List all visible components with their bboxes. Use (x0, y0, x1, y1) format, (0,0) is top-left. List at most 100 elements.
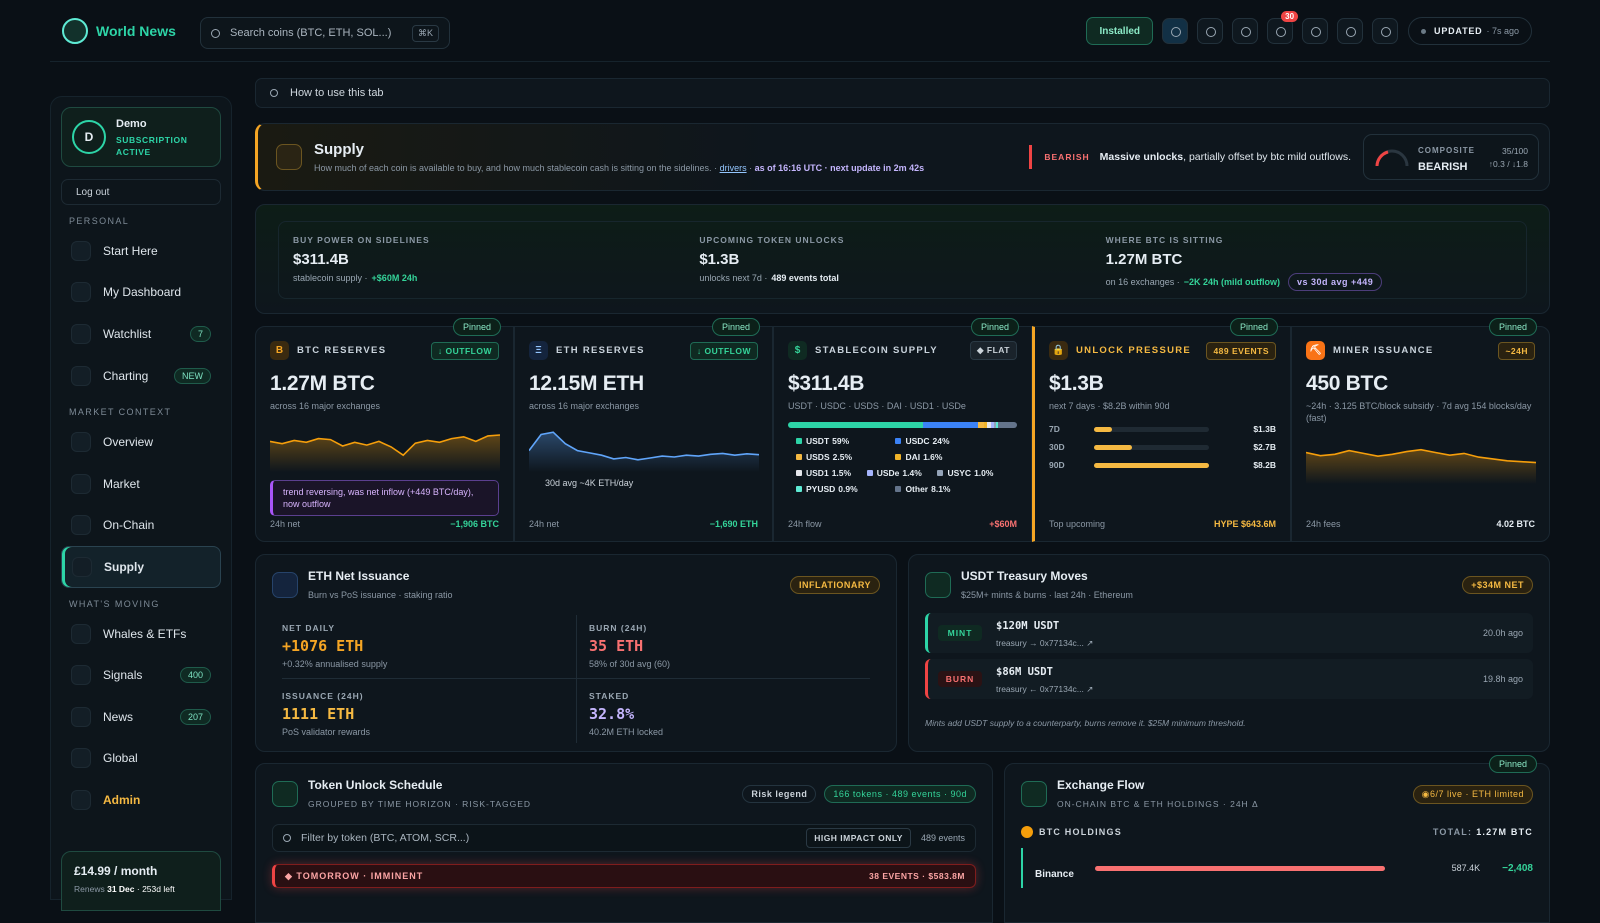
stat-value: 35 ETH (589, 637, 644, 655)
notifications-button[interactable]: 30 (1267, 11, 1299, 44)
filter-bar: Filter by token (BTC, ATOM, SCR...) HIGH … (272, 824, 976, 852)
treasury-move: BURN $86M USDT treasury ← 0x77134c... ↗ 19.… (925, 659, 1533, 699)
nav-label: Start Here (103, 243, 158, 258)
high-impact-toggle[interactable]: HIGH IMPACT ONLY (806, 828, 911, 848)
search[interactable]: Search coins (BTC, ETH, SOL...) ⌘K (200, 17, 450, 49)
card-badge: ↓ OUTFLOW (430, 341, 499, 360)
sound-button[interactable] (1302, 18, 1329, 44)
title-row: USDT Treasury Moves (961, 569, 1133, 583)
nav-item[interactable]: News 207 (61, 696, 221, 738)
card-note-text: trend reversing, was net inflow (+449 BT… (283, 487, 474, 509)
filter-icon (283, 834, 291, 842)
filter-input[interactable]: Filter by token (BTC, ATOM, SCR...) (301, 832, 470, 844)
stat-label: ISSUANCE (24H) (282, 691, 364, 701)
legend-name: USYC (947, 468, 972, 478)
nav-item[interactable]: Global (61, 738, 221, 780)
move-detail[interactable]: treasury ← 0x77134c... ↗ (996, 683, 1094, 694)
brand: World News (96, 23, 176, 39)
score-change: ↑0.3 / ↓1.8 (1488, 158, 1528, 169)
nav-item[interactable]: Watchlist 7 (61, 313, 221, 355)
nav-badge: NEW (174, 367, 211, 384)
footer-value: 4.02 BTC (1496, 519, 1535, 529)
stack-segment (987, 422, 991, 428)
exchange-holding: 587.4K (1451, 863, 1481, 873)
risk-legend-button[interactable]: Risk legend (742, 785, 817, 803)
unlock-bar (1094, 444, 1132, 450)
pinned-button[interactable]: Pinned (711, 318, 760, 336)
exchange-bar (1095, 865, 1385, 871)
panel-header: ETH Net Issuance Burn vs PoS issuance · s… (272, 569, 880, 601)
legend-value: 24% (932, 436, 950, 446)
nav-item[interactable]: Supply (61, 546, 221, 588)
nav-item[interactable]: Start Here (61, 230, 221, 272)
help-button[interactable] (1232, 18, 1259, 44)
pinned-button[interactable]: Pinned (1229, 318, 1278, 336)
logout-icon-button[interactable] (1372, 18, 1399, 44)
nav-item[interactable]: Charting NEW (61, 355, 221, 397)
nav-item[interactable]: My Dashboard (61, 272, 221, 314)
telegram-button[interactable] (1162, 18, 1189, 44)
exchange-name: Binance (1035, 868, 1074, 880)
composite-value-row: BEARISH (1418, 159, 1475, 173)
drivers-link[interactable]: drivers (719, 163, 747, 173)
stack-segment (978, 422, 984, 428)
legend-name: USD1 (806, 468, 829, 478)
summary-pill: vs 30d avg +449 (1287, 273, 1383, 291)
card-header: Ξ ETH RESERVES ↓ OUTFLOW (529, 341, 758, 360)
pinned-button[interactable]: Pinned (452, 318, 501, 336)
nav-item[interactable]: Admin (61, 779, 221, 821)
pinned-label: Pinned (721, 322, 750, 332)
nav-item[interactable]: Whales & ETFs (61, 613, 221, 655)
group-header[interactable]: ◆ TOMORROW · IMMINENT 38 EVENTS · $583.8M (272, 864, 976, 888)
user-name-row: Demo (116, 116, 206, 130)
card-value: 450 BTC (1306, 372, 1388, 395)
footer-value: HYPE $643.6M (1213, 519, 1276, 529)
updated-ago: · 7s ago (1486, 26, 1519, 36)
pinned-button[interactable]: Pinned (1488, 755, 1537, 773)
exchange-change: −2,408 (1502, 862, 1533, 874)
move-text: $86M USDT treasury ← 0x77134c... ↗ (996, 664, 1093, 695)
nav-icon (71, 323, 91, 344)
detail-row: treasury → 0x77134c... ↗ (996, 635, 1093, 649)
stat-value-row: 35 ETH (589, 637, 870, 655)
panel-sub: ON-CHAIN BTC & ETH HOLDINGS · 24H Δ (1057, 799, 1259, 809)
installed-button[interactable]: Installed (1086, 17, 1154, 45)
header-text: Supply How much of each coin is available… (314, 141, 924, 173)
group-title: ◆ TOMORROW · IMMINENT (285, 870, 424, 881)
card-note-text: 30d avg ~4K ETH/day (545, 478, 634, 488)
legend-name: PYUSD (806, 484, 836, 494)
composite-label-row: COMPOSITE (1418, 142, 1475, 156)
footer-value: +$60M (989, 519, 1017, 529)
account-button[interactable] (1337, 18, 1364, 44)
settings-button[interactable] (1197, 18, 1224, 44)
nav-icon (71, 706, 91, 727)
move-detail[interactable]: treasury → 0x77134c... ↗ (996, 637, 1094, 648)
nav-item[interactable]: Signals 400 (61, 654, 221, 696)
card-icon: Ξ (529, 341, 548, 360)
card-icon: ⛏ (1306, 341, 1325, 360)
nav-item[interactable]: On-Chain (61, 505, 221, 547)
stack-segment (990, 422, 995, 428)
pinned-button[interactable]: Pinned (1488, 318, 1537, 336)
summary-strip: BUY POWER ON SIDELINES $311.4B stablecoin … (255, 204, 1550, 314)
summary-sub: on 16 exchanges · (1105, 277, 1180, 287)
legend-value: 1.5% (831, 468, 852, 478)
panel-icon (272, 781, 298, 807)
card-value-row: $1.3B (1049, 372, 1276, 396)
summary-value-row: $311.4B (293, 251, 699, 268)
nav-item[interactable]: Market (61, 463, 221, 505)
logout-button[interactable]: Log out (61, 179, 221, 205)
pinned-button[interactable]: Pinned (970, 318, 1019, 336)
nav-item[interactable]: Overview (61, 421, 221, 463)
nav-icon (71, 240, 91, 261)
stat-value: 1111 ETH (282, 705, 355, 723)
nav-icon (71, 282, 91, 303)
help-bar[interactable]: How to use this tab (255, 78, 1550, 108)
panel-sub: GROUPED BY TIME HORIZON · RISK-TAGGED (308, 799, 532, 809)
panel-title: USDT Treasury Moves (961, 569, 1088, 583)
move-amount: $86M USDT (996, 665, 1053, 678)
legend-value: 8.1% (931, 484, 951, 494)
plan-price: £14.99 / month (74, 864, 158, 878)
gauge-fill (1375, 150, 1389, 167)
summary-sub: stablecoin supply · (293, 273, 368, 283)
